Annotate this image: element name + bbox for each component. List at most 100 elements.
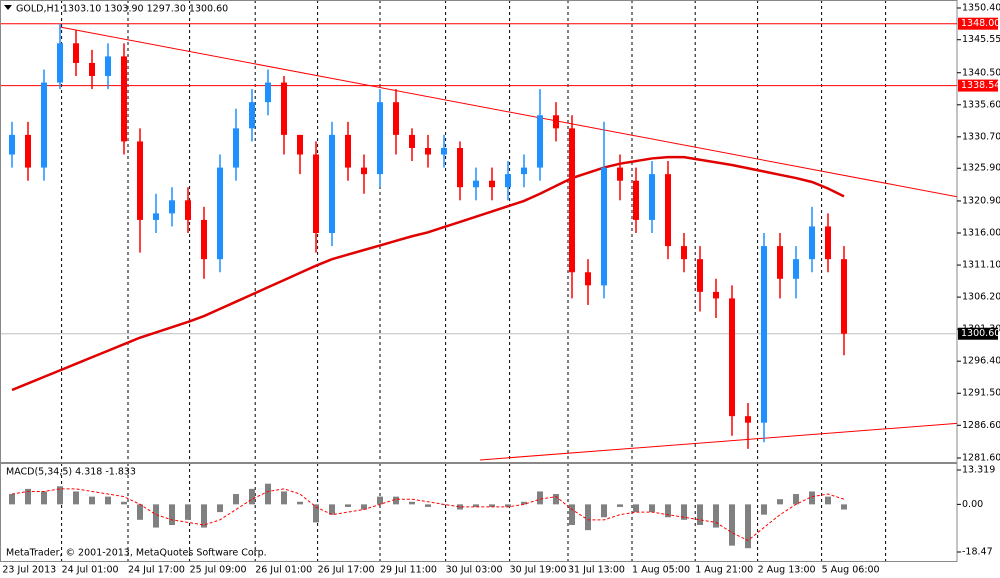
y-tick-label: 1345.55 xyxy=(962,34,1000,45)
candle-body xyxy=(649,174,655,220)
histogram-bar xyxy=(553,494,559,505)
candle-body xyxy=(473,180,479,188)
x-tick-label: 29 Jul 11:00 xyxy=(380,565,437,576)
symbol: GOLD,H1 xyxy=(16,4,60,15)
histogram-bar xyxy=(585,504,591,531)
candle-body xyxy=(73,43,79,63)
candle-body xyxy=(329,134,335,233)
trendline xyxy=(59,26,957,198)
candle-body xyxy=(825,226,831,260)
y-tick-label: 1296.40 xyxy=(962,356,1000,367)
x-tick-label: 24 Jul 01:00 xyxy=(62,565,119,576)
candle-body xyxy=(153,213,159,220)
macd-title: MACD(5,34,5) 4.318 -1.833 xyxy=(6,467,136,478)
candle-body xyxy=(745,416,751,423)
candle-body xyxy=(185,200,191,220)
candle-body xyxy=(633,180,639,220)
histogram-bar xyxy=(393,496,399,505)
candle-body xyxy=(425,147,431,155)
histogram-bar xyxy=(361,504,367,510)
candle-body xyxy=(361,167,367,175)
candle-body xyxy=(265,82,271,103)
histogram-bar xyxy=(569,504,575,525)
candle-body xyxy=(217,167,223,260)
histogram-bar xyxy=(521,501,527,505)
y-tick-label: 1316.00 xyxy=(962,228,1000,239)
candle-body xyxy=(793,259,799,279)
candle-body xyxy=(121,56,127,142)
histogram-bar xyxy=(73,491,79,505)
candle-body xyxy=(681,246,687,260)
histogram-bar xyxy=(681,504,687,520)
histogram-bar xyxy=(185,504,191,520)
histogram-bar xyxy=(169,504,175,525)
candle-body xyxy=(9,134,15,155)
candle-body xyxy=(249,102,255,129)
candle-body xyxy=(297,134,303,155)
candle-body xyxy=(729,298,735,417)
candle-body xyxy=(713,291,719,299)
histogram-bar xyxy=(761,504,767,515)
histogram-bar xyxy=(809,491,815,505)
y-tick-label: 1281.60 xyxy=(962,453,1000,464)
histogram-bar xyxy=(649,504,655,513)
ohlc-values: 1303.10 1303.90 1297.30 1300.60 xyxy=(62,4,228,15)
menu-arrow[interactable] xyxy=(4,5,12,10)
y-tick-label: 1325.90 xyxy=(962,163,1000,174)
x-tick-label: 30 Jul 03:00 xyxy=(446,565,503,576)
candle-body xyxy=(761,246,767,423)
candle-body xyxy=(489,180,495,188)
candle-body xyxy=(345,134,351,168)
x-tick-label: 24 Jul 17:00 xyxy=(128,565,185,576)
histogram-bar xyxy=(297,501,303,505)
histogram-bar xyxy=(217,504,223,513)
y-tick-label: 1286.60 xyxy=(962,420,1000,431)
axes: 1350.40 1345.55 1340.50 1335.60 1330.70 1325.… xyxy=(2,3,1000,576)
macd-pane xyxy=(0,463,958,562)
trendline xyxy=(479,422,957,461)
candle-body xyxy=(505,174,511,188)
y-tick-label: 13.319 xyxy=(962,465,995,476)
y-tick-label: -18.47 xyxy=(962,547,993,558)
x-tick-label: 31 Jul 13:00 xyxy=(568,565,625,576)
candle-body xyxy=(281,82,287,135)
histogram-bar xyxy=(665,504,671,518)
x-tick-label: 25 Jul 09:00 xyxy=(190,565,247,576)
candle-body xyxy=(409,134,415,148)
histogram-bar xyxy=(601,504,607,518)
histogram-bar xyxy=(409,501,415,505)
macd-plot xyxy=(9,464,887,561)
candle-body xyxy=(233,128,239,168)
candle-body xyxy=(809,226,815,260)
y-tick-label: 1350.40 xyxy=(962,3,1000,14)
histogram-bar xyxy=(105,496,111,505)
histogram-bar xyxy=(201,504,207,528)
histogram-bar xyxy=(41,491,47,505)
histogram-bar xyxy=(505,504,511,507)
candle-body xyxy=(841,259,847,334)
histogram-bar xyxy=(633,504,639,513)
histogram-bar xyxy=(777,499,783,505)
candle-body xyxy=(441,147,447,155)
histogram-bar xyxy=(345,504,351,507)
x-tick-label: 26 Jul 01:00 xyxy=(255,565,312,576)
histogram-bar xyxy=(121,501,127,505)
y-tick-label: 1291.50 xyxy=(962,388,1000,399)
last-price-label: 1300.60 xyxy=(961,328,1000,339)
histogram-bar xyxy=(153,504,159,528)
candle-body xyxy=(169,200,175,214)
price-label: 1348.00 xyxy=(961,18,1000,29)
price-label-box xyxy=(958,79,998,92)
histogram-bar xyxy=(89,496,95,505)
candle-body xyxy=(201,219,207,260)
candle-body xyxy=(553,115,559,129)
histogram-bar xyxy=(377,496,383,505)
y-tick-label: 1320.90 xyxy=(962,195,1000,206)
y-tick-label: 0.00 xyxy=(962,499,983,510)
candle-body xyxy=(457,147,463,188)
last-price-box xyxy=(958,327,998,340)
signal-line xyxy=(11,488,845,542)
candle-body xyxy=(377,102,383,175)
histogram-bar xyxy=(713,504,719,528)
histogram-bar xyxy=(745,504,751,549)
